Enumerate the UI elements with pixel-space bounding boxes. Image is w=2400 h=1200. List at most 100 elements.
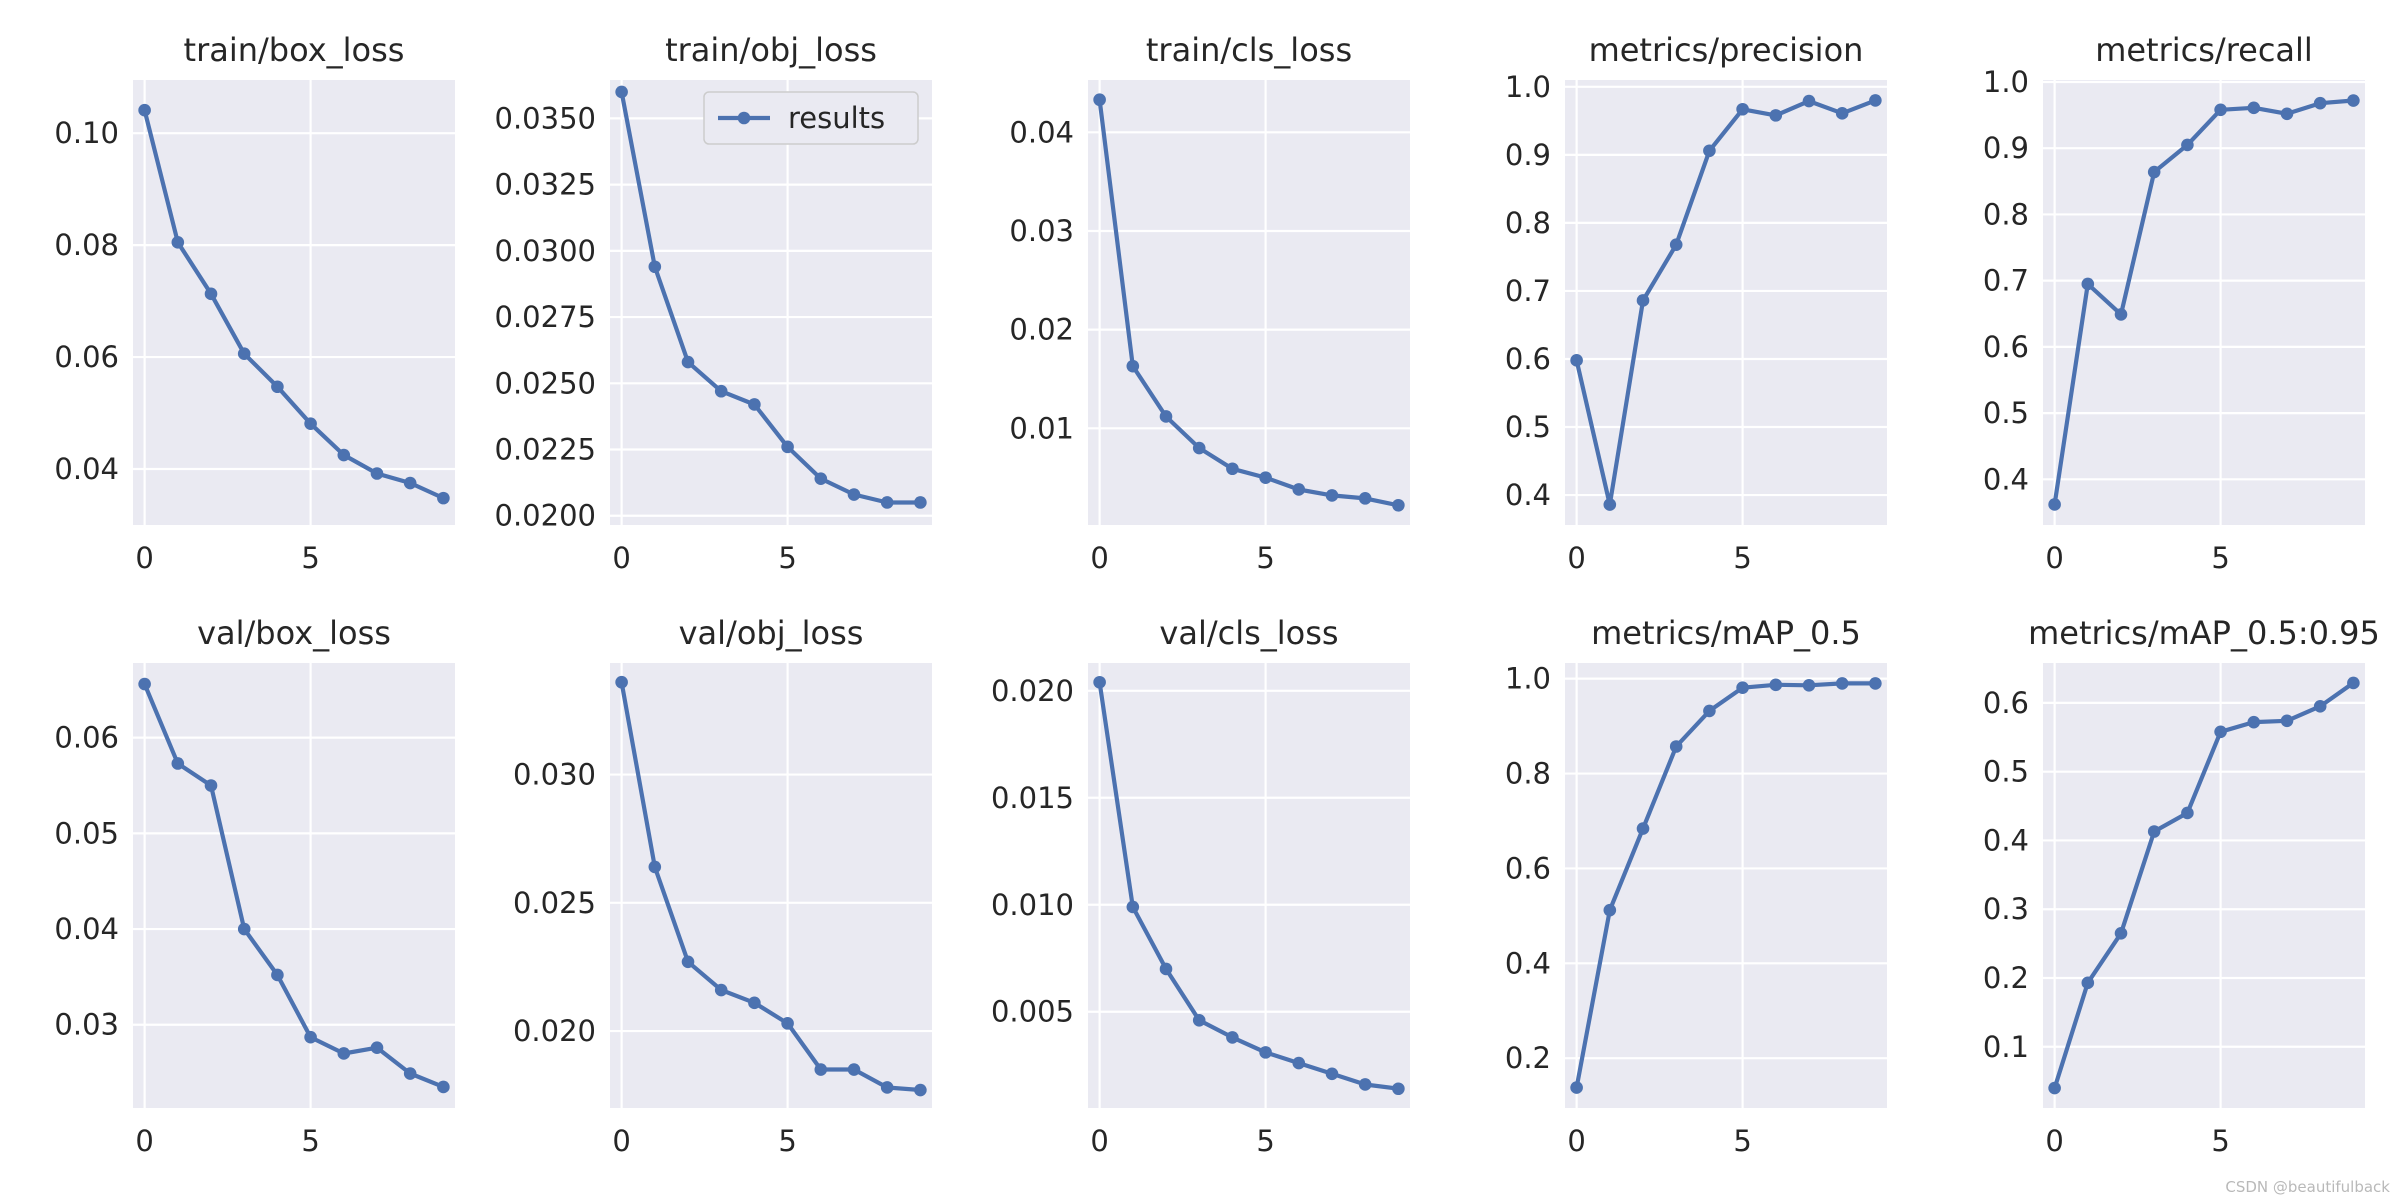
y-tick-label: 0.4 [1505, 946, 1551, 980]
y-tick-label: 0.2 [1983, 961, 2029, 995]
data-point [1869, 94, 1882, 107]
data-point [1358, 1078, 1372, 1091]
data-point [2214, 103, 2227, 117]
series-line [2052, 680, 2356, 1091]
x-tick-label: 5 [301, 1124, 319, 1158]
data-point [2347, 676, 2360, 690]
y-tick-label: 0.5 [1983, 396, 2029, 430]
data-point [1603, 498, 1617, 511]
data-point [2347, 94, 2360, 107]
x-tick-label: 0 [135, 1124, 153, 1158]
x-tick-label: 5 [1256, 1124, 1274, 1158]
data-point [337, 1047, 351, 1060]
data-point [2081, 976, 2095, 990]
y-tick-label: 0.6 [1983, 686, 2029, 720]
x-tick-label: 5 [1733, 541, 1751, 575]
y-tick-label: 0.6 [1505, 851, 1551, 885]
y-tick-label: 0.4 [1983, 823, 2029, 857]
data-point [2114, 308, 2128, 321]
data-point [1736, 681, 1749, 694]
data-point [304, 417, 317, 430]
x-tick-label: 5 [1256, 541, 1274, 575]
data-point [714, 384, 728, 398]
x-tick-label: 0 [1567, 541, 1585, 575]
data-point [2048, 498, 2061, 511]
series-line [2052, 98, 2356, 507]
y-tick-label: 0.05 [54, 816, 119, 850]
data-point [1093, 93, 1106, 107]
y-tick-label: 1.0 [1505, 662, 1551, 696]
y-tick-label: 0.8 [1505, 206, 1551, 240]
plot-area [610, 663, 932, 1108]
subplot-9: 0.2 0.4 0.6 0.8 1.0 0 5 metrics/mAP_0.5 [1505, 614, 1887, 1158]
subplot-title: metrics/mAP_0.5 [1591, 614, 1861, 652]
data-point [337, 448, 351, 462]
data-point [2147, 165, 2161, 179]
legend: results [703, 91, 919, 145]
series-line [142, 108, 446, 501]
data-point [615, 85, 628, 99]
series-line [1574, 98, 1878, 507]
data-point [748, 398, 761, 411]
data-point [1570, 354, 1583, 367]
data-point [2247, 101, 2261, 115]
subplot-6: 0.03 0.04 0.05 0.06 0 5 val/box_loss [54, 614, 455, 1158]
data-point [1570, 1081, 1583, 1094]
series-line [1097, 680, 1401, 1091]
data-point [1636, 294, 1650, 307]
y-tick-label: 0.3 [1983, 892, 2029, 926]
subplot-title: metrics/recall [2095, 31, 2313, 69]
legend-marker [737, 111, 751, 125]
data-point [1636, 822, 1650, 835]
data-point [1159, 410, 1173, 423]
data-point [1325, 1067, 1339, 1081]
y-tick-label: 0.9 [1505, 138, 1551, 172]
x-tick-label: 0 [1090, 541, 1108, 575]
series-line [142, 681, 446, 1090]
data-point [681, 355, 695, 369]
subplot-title: val/cls_loss [1159, 614, 1338, 652]
subplot-2: 0.0200 0.0225 0.0250 0.0275 0.0300 0.0325 0.03… [495, 31, 932, 575]
plot-area [133, 663, 455, 1108]
data-point [1703, 144, 1716, 158]
y-tick-label: 0.9 [1983, 131, 2029, 165]
y-tick-label: 0.5 [1983, 755, 2029, 789]
x-tick-label: 0 [135, 541, 153, 575]
subplot-title: train/obj_loss [665, 31, 877, 69]
y-tick-label: 0.0325 [495, 168, 596, 202]
data-point [914, 496, 927, 509]
data-point [237, 922, 251, 936]
series-line [1097, 97, 1401, 508]
data-point [403, 476, 417, 490]
y-tick-label: 0.03 [1009, 214, 1074, 248]
data-point [781, 440, 794, 454]
plot-area [610, 80, 932, 525]
subplot-title: val/obj_loss [679, 614, 864, 652]
y-tick-label: 0.08 [54, 228, 119, 262]
data-point [1603, 903, 1617, 917]
data-point [880, 1081, 894, 1094]
data-point [1358, 492, 1372, 505]
y-tick-label: 0.0350 [495, 101, 596, 135]
data-point [714, 983, 728, 997]
plot-area [133, 80, 455, 525]
y-tick-label: 0.010 [991, 888, 1074, 922]
y-tick-label: 0.1 [1983, 1030, 2029, 1064]
data-point [1736, 102, 1749, 116]
y-tick-label: 0.01 [1009, 411, 1074, 445]
x-tick-label: 0 [612, 541, 630, 575]
data-point [2147, 825, 2161, 838]
legend-box [703, 91, 919, 145]
data-point [1835, 107, 1849, 120]
data-point [237, 347, 251, 361]
data-point [1126, 359, 1140, 373]
data-point [781, 1017, 794, 1030]
y-tick-label: 0.7 [1983, 264, 2029, 298]
watermark: CSDN @beautifulback [2225, 1178, 2390, 1196]
y-tick-label: 0.6 [1983, 330, 2029, 364]
data-point [847, 1063, 861, 1076]
data-point [914, 1083, 927, 1097]
subplot-title: train/cls_loss [1146, 31, 1352, 69]
data-point [648, 860, 662, 874]
y-tick-label: 0.4 [1505, 478, 1551, 512]
